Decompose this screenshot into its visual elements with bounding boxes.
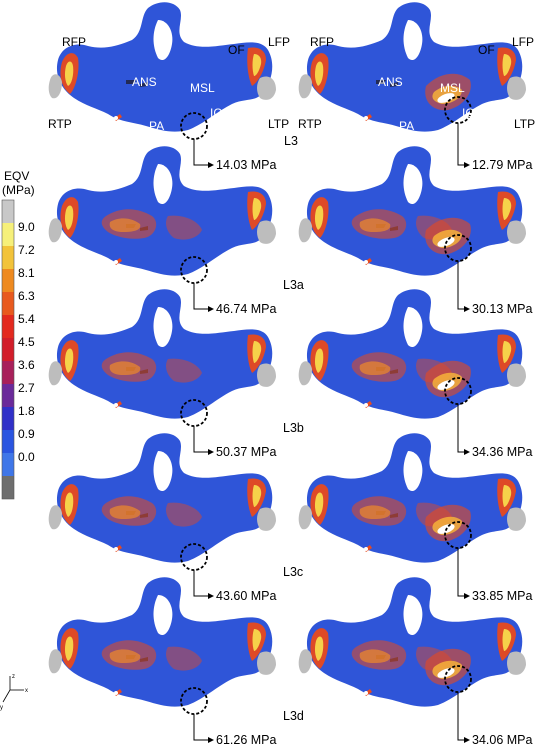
legend-tick-label: 0.0 bbox=[18, 450, 35, 464]
stress-model-left bbox=[49, 2, 276, 131]
peak-value-right: 12.79 MPa bbox=[472, 158, 533, 172]
legend-band bbox=[2, 384, 14, 407]
legend-band bbox=[2, 476, 14, 499]
anatomy-labels: RFP LFP OF ANS MSL RTP LTP IC PA RFP LFP… bbox=[48, 35, 535, 133]
color-legend: EQV (MPa) 9.0 7.2 8.1 6.3 5.4 4.5 3.6 2.7 1.8 0.9… bbox=[1, 169, 35, 500]
label-rtp-right: RTP bbox=[298, 117, 322, 131]
legend-tick-label: 0.9 bbox=[18, 427, 35, 441]
peak-value-right: 33.85 MPa bbox=[472, 589, 533, 603]
label-rtp-left: RTP bbox=[48, 117, 72, 131]
callout-line-right bbox=[457, 692, 464, 741]
callout-line-left bbox=[193, 283, 208, 310]
legend-frame bbox=[1, 199, 15, 500]
axis-triad: z x y bbox=[0, 674, 28, 711]
label-ans-left: ANS bbox=[132, 75, 157, 89]
peak-value-left: 46.74 MPa bbox=[216, 302, 277, 316]
callout-arrow-left bbox=[208, 449, 214, 455]
row-label: L3a bbox=[283, 278, 304, 292]
peak-value-right: 30.13 MPa bbox=[472, 302, 533, 316]
callout-line-left bbox=[193, 139, 208, 166]
callout-arrow-right bbox=[464, 593, 470, 599]
callout-arrow-right bbox=[464, 306, 470, 312]
legend-tick-label: 3.6 bbox=[18, 358, 35, 372]
legend-band bbox=[2, 361, 14, 384]
callout-arrow-left bbox=[208, 162, 214, 168]
label-lfp-right: LFP bbox=[512, 35, 534, 49]
row-label: L3c bbox=[283, 565, 303, 579]
stress-panels: 14.03 MPa 12.79 MPa L3 46.74 MPa 30.13 MPa L3… bbox=[49, 2, 533, 745]
peak-value-left: 14.03 MPa bbox=[216, 158, 277, 172]
legend-band bbox=[2, 430, 14, 453]
callout-line-left bbox=[193, 570, 208, 597]
label-pa-left: PA bbox=[149, 119, 164, 133]
legend-title-line1: EQV bbox=[4, 169, 29, 183]
legend-band bbox=[2, 315, 14, 338]
peak-value-right: 34.36 MPa bbox=[472, 445, 533, 459]
row-label: L3 bbox=[284, 134, 298, 148]
legend-band bbox=[2, 338, 14, 361]
stress-model-right bbox=[299, 2, 526, 131]
legend-tick-label: 7.2 bbox=[18, 243, 35, 257]
row-label: L3b bbox=[283, 421, 304, 435]
legend-band bbox=[2, 407, 14, 430]
legend-band bbox=[2, 292, 14, 315]
legend-tick-label: 4.5 bbox=[18, 335, 35, 349]
legend-bands bbox=[1, 199, 15, 500]
legend-band bbox=[2, 200, 14, 223]
axis-z-label: z bbox=[12, 674, 15, 680]
label-ans-right: ANS bbox=[378, 75, 403, 89]
callout-arrow-left bbox=[208, 306, 214, 312]
callout-line-right bbox=[457, 261, 464, 310]
peak-value-left: 43.60 MPa bbox=[216, 589, 277, 603]
label-of-left: OF bbox=[228, 43, 245, 57]
callout-line-left bbox=[193, 426, 208, 453]
label-ic-left: IC bbox=[210, 106, 222, 120]
legend-tick-label: 9.0 bbox=[18, 220, 35, 234]
legend-title-line2: (MPa) bbox=[2, 183, 35, 197]
legend-tick-label: 5.4 bbox=[18, 312, 35, 326]
label-pa-right: PA bbox=[399, 119, 414, 133]
legend-band bbox=[2, 223, 14, 246]
peak-value-right: 34.06 MPa bbox=[472, 733, 533, 745]
peak-value-left: 61.26 MPa bbox=[216, 733, 277, 745]
legend-tick-label: 1.8 bbox=[18, 404, 35, 418]
callout-arrow-right bbox=[464, 449, 470, 455]
label-msl-right: MSL bbox=[440, 81, 465, 95]
label-msl-left: MSL bbox=[190, 81, 215, 95]
legend-band bbox=[2, 453, 14, 476]
legend-tick-label: 6.3 bbox=[18, 289, 35, 303]
callout-line-right bbox=[457, 548, 464, 597]
label-ltp-right: LTP bbox=[514, 117, 535, 131]
legend-band bbox=[2, 246, 14, 269]
legend-tick-label: 8.1 bbox=[18, 266, 35, 280]
callout-arrow-left bbox=[208, 737, 214, 743]
label-rfp-left: RFP bbox=[62, 35, 86, 49]
callout-arrow-right bbox=[464, 162, 470, 168]
label-rfp-right: RFP bbox=[310, 35, 334, 49]
legend-tick-label: 2.7 bbox=[18, 381, 35, 395]
label-of-right: OF bbox=[478, 43, 495, 57]
legend-band bbox=[2, 269, 14, 292]
label-ic-right: IC bbox=[462, 106, 474, 120]
callout-line-left bbox=[193, 714, 208, 741]
legend-ticks: 9.0 7.2 8.1 6.3 5.4 4.5 3.6 2.7 1.8 0.9 0.0 bbox=[18, 220, 35, 464]
callout-arrow-left bbox=[208, 593, 214, 599]
callout-arrow-right bbox=[464, 737, 470, 743]
label-ltp-left: LTP bbox=[268, 117, 289, 131]
axis-y-label: y bbox=[0, 705, 3, 711]
callout-line-right bbox=[457, 404, 464, 453]
callout-line-right bbox=[457, 123, 464, 166]
axis-x-label: x bbox=[25, 688, 28, 694]
row-label: L3d bbox=[283, 709, 304, 723]
peak-value-left: 50.37 MPa bbox=[216, 445, 277, 459]
label-lfp-left: LFP bbox=[268, 35, 290, 49]
